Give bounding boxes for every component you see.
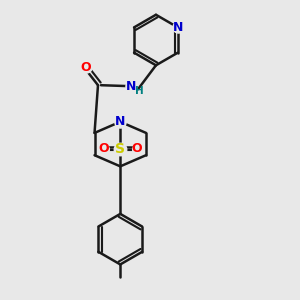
Text: N: N	[115, 115, 125, 128]
Text: O: O	[81, 61, 92, 74]
Text: H: H	[135, 86, 144, 96]
Text: N: N	[173, 21, 184, 34]
Text: S: S	[115, 142, 125, 155]
Text: O: O	[99, 142, 109, 155]
Text: N: N	[125, 80, 136, 93]
Text: O: O	[131, 142, 142, 155]
